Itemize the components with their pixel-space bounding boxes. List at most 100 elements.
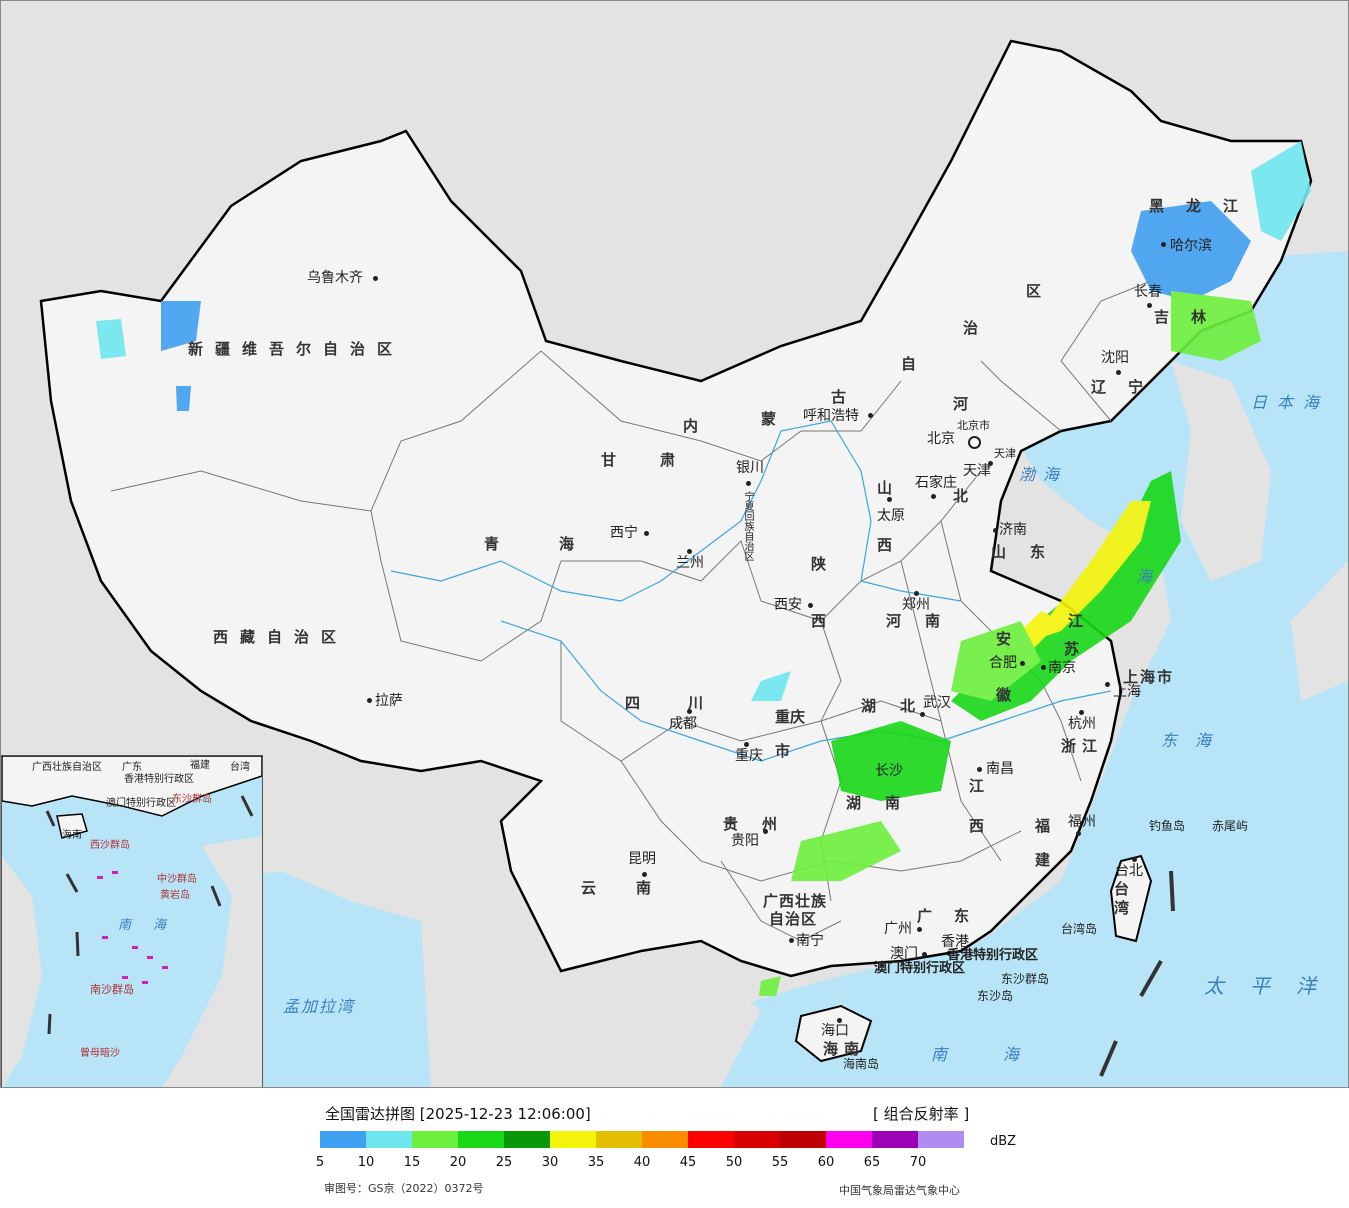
province-hk-sar: 香港特别行政区 xyxy=(947,948,1039,963)
city-changsha: 长沙 xyxy=(875,763,903,779)
city-zhengzhou: 郑州 xyxy=(902,597,930,613)
province-fujian-1: 福 xyxy=(1035,817,1063,835)
city-marker xyxy=(789,938,794,943)
city-haikou: 海口 xyxy=(821,1023,849,1039)
city-beijing-city: 北京市 xyxy=(957,419,990,432)
province-gansu: 甘肃 xyxy=(601,451,720,469)
inset-canvas xyxy=(2,756,262,1087)
city-shanghai: 上海 xyxy=(1113,684,1141,700)
legend-swatch xyxy=(458,1131,504,1148)
province-shanxi-2: 西 xyxy=(877,536,905,554)
inset-label-dongsha: 东沙群岛 xyxy=(172,794,212,805)
city-chongqing: 重庆 xyxy=(735,748,763,764)
legend-swatch xyxy=(366,1131,412,1148)
city-marker xyxy=(868,413,873,418)
province-guangxi-1: 广西壮族 xyxy=(763,892,828,910)
city-jinan: 济南 xyxy=(999,522,1027,538)
taiwan-island xyxy=(1109,854,1153,943)
inset-label-hn: 海南 xyxy=(62,830,82,841)
legend-product: [ 组合反射率 ] xyxy=(873,1105,970,1123)
province-neimenggu-2: 蒙 xyxy=(761,410,789,428)
inset-label-hk: 香港特别行政区 xyxy=(124,774,194,785)
city-marker xyxy=(367,698,372,703)
city-marker xyxy=(687,549,692,554)
radar-map: 北京 北京市 天津 天津 石家庄 太原 呼和浩特 沈阳 长春 哈尔滨 济南 郑州… xyxy=(0,0,1349,1088)
legend-tick-label: 60 xyxy=(817,1155,835,1170)
province-taiwan: 台湾 xyxy=(1112,881,1130,919)
city-hangzhou: 杭州 xyxy=(1068,716,1096,732)
province-qinghai: 青海 xyxy=(484,535,635,553)
inset-label-xisha: 西沙群岛 xyxy=(90,840,130,851)
japan-land xyxy=(1291,561,1348,701)
legend-unit: dBZ xyxy=(990,1134,1017,1149)
city-marker xyxy=(837,1018,842,1023)
city-xining: 西宁 xyxy=(610,525,638,541)
city-lhasa: 拉萨 xyxy=(375,693,403,709)
city-taipei: 台北 xyxy=(1115,863,1143,879)
legend-color-bar xyxy=(320,1131,964,1148)
city-marker xyxy=(977,767,982,772)
island-taiwan: 台湾岛 xyxy=(1061,922,1098,936)
province-liaoning: 辽宁 xyxy=(1091,378,1166,396)
province-hubei: 湖北 xyxy=(861,697,940,715)
city-marker xyxy=(931,494,936,499)
inset-label-nanhai: 南海 xyxy=(118,918,189,933)
radar-echoes xyxy=(96,141,1311,996)
sea-area xyxy=(701,251,1348,1087)
legend-swatch xyxy=(642,1131,688,1148)
province-anhui-2: 徽 xyxy=(996,686,1024,704)
province-xizang: 西藏自治区 xyxy=(213,628,349,646)
capital-marker xyxy=(968,436,981,449)
legend-tick-label: 70 xyxy=(909,1155,927,1170)
legend-tick-label: 5 xyxy=(315,1155,325,1170)
city-guiyang: 贵阳 xyxy=(731,833,759,849)
city-marker xyxy=(746,481,751,486)
province-jilin: 吉林 xyxy=(1154,308,1229,326)
province-neimenggu-4: 自 xyxy=(901,355,929,373)
city-marker xyxy=(1105,682,1110,687)
province-neimenggu-3: 古 xyxy=(831,388,859,406)
legend-swatch xyxy=(918,1131,964,1148)
sea-taipingyang: 太平洋 xyxy=(1204,974,1342,998)
city-marker xyxy=(1020,661,1025,666)
city-marker xyxy=(1041,665,1046,670)
inset-philippines xyxy=(162,836,262,1087)
province-shanghai: 上海市 xyxy=(1123,668,1175,686)
city-tianjin-city: 天津 xyxy=(994,447,1016,460)
province-hebei-2: 北 xyxy=(953,487,981,505)
province-heilongjiang: 黑龙江 xyxy=(1149,197,1261,215)
city-marker xyxy=(687,709,692,714)
legend-swatch xyxy=(412,1131,458,1148)
legend-tick-label: 45 xyxy=(679,1155,697,1170)
city-wuhan: 武汉 xyxy=(923,695,951,711)
city-macau: 澳门 xyxy=(890,946,918,962)
province-boundaries xyxy=(110,280,1182,942)
legend-tick-label: 15 xyxy=(403,1155,421,1170)
island-hainan: 海南岛 xyxy=(843,1057,880,1071)
city-marker xyxy=(920,712,925,717)
island-dongsha-dao: 东沙岛 xyxy=(977,989,1014,1003)
city-marker xyxy=(1161,242,1166,247)
legend-swatch xyxy=(780,1131,826,1148)
province-shaanxi-2: 西 xyxy=(811,612,839,630)
legend-tick-label: 50 xyxy=(725,1155,743,1170)
legend-swatch xyxy=(504,1131,550,1148)
china-mainland xyxy=(39,39,1313,978)
inset-label-nansha: 南沙群岛 xyxy=(90,983,134,996)
legend-tick-label: 55 xyxy=(771,1155,789,1170)
city-marker xyxy=(744,742,749,747)
legend-tick-label: 35 xyxy=(587,1155,605,1170)
city-marker xyxy=(808,603,813,608)
city-marker xyxy=(1147,303,1152,308)
legend-swatch xyxy=(826,1131,872,1148)
province-hebei-1: 河 xyxy=(953,395,981,413)
inset-vietnam xyxy=(2,856,42,1087)
city-yinchuan: 银川 xyxy=(736,460,764,476)
city-xian: 西安 xyxy=(774,597,802,613)
province-fujian-2: 建 xyxy=(1035,851,1063,869)
sea-donghai: 东海 xyxy=(1161,731,1230,750)
province-shandong: 山东 xyxy=(991,543,1070,561)
inset-hainan xyxy=(56,813,88,839)
legend-tick-label: 10 xyxy=(357,1155,375,1170)
city-harbin: 哈尔滨 xyxy=(1170,238,1212,254)
